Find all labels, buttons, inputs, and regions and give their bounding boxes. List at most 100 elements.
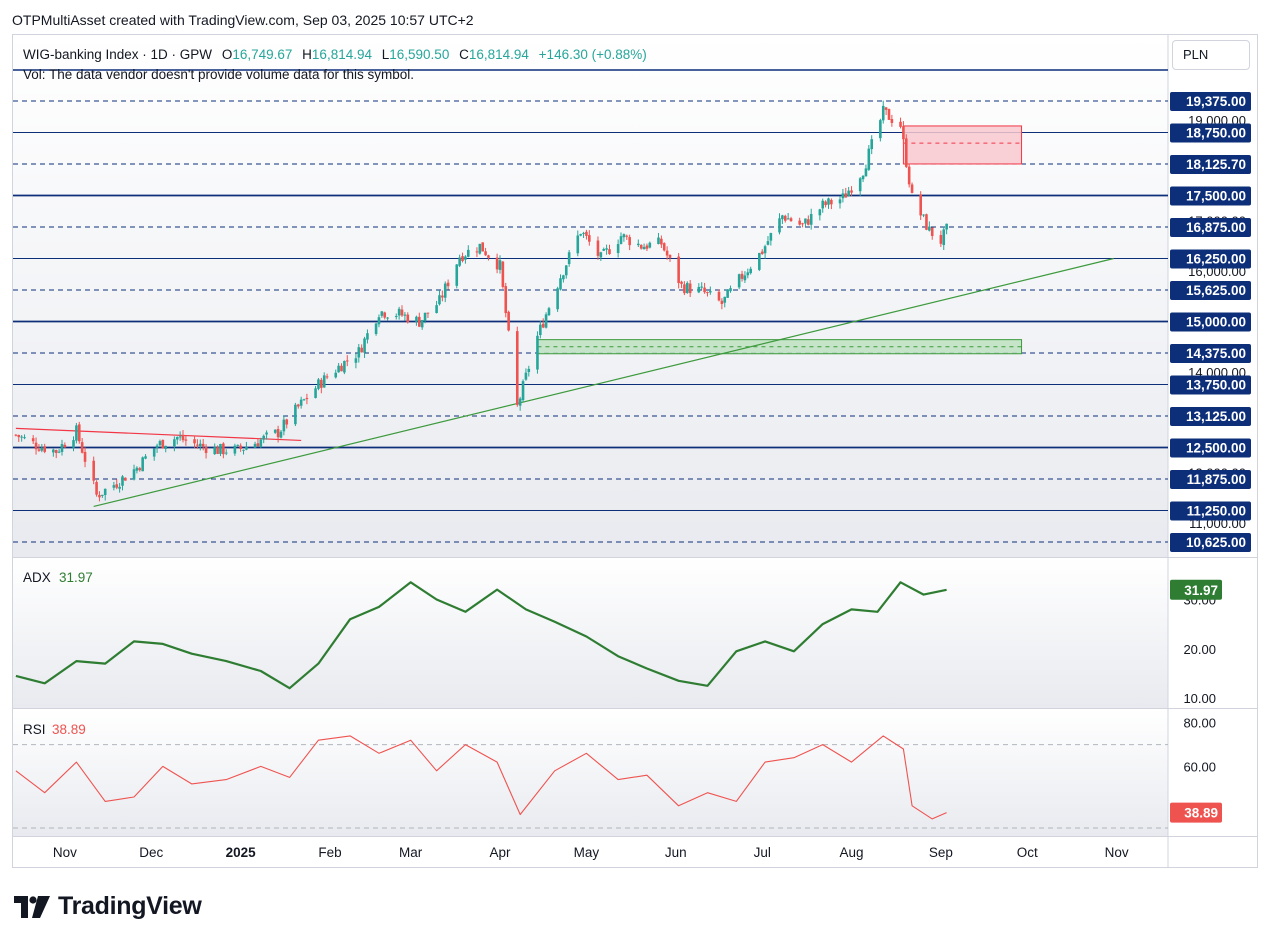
candle-body: [337, 365, 340, 373]
candle-body: [749, 268, 752, 274]
candle-body: [717, 291, 721, 301]
candle-body: [706, 292, 709, 294]
adx-title: ADX: [23, 570, 51, 585]
candle-body: [57, 451, 61, 453]
candle-body: [582, 232, 585, 234]
candle-body: [101, 494, 104, 496]
time-tick-label: Nov: [53, 845, 77, 860]
candle-body: [498, 260, 502, 270]
candle-body: [199, 443, 202, 447]
candle-body: [75, 425, 78, 441]
candle-body: [697, 286, 701, 293]
candle-body: [685, 282, 689, 293]
candle-body: [37, 449, 41, 451]
rsi-tick-label: 80.00: [1183, 716, 1216, 731]
candle-body: [723, 296, 727, 303]
candle-body: [118, 486, 121, 489]
adx-value-label: 31.97: [1184, 583, 1218, 598]
candle-body: [824, 201, 827, 206]
candle-body: [475, 251, 479, 253]
candle-body: [677, 256, 680, 284]
rsi-value-box: [1170, 802, 1222, 823]
candle-body: [547, 308, 551, 316]
candle-body: [43, 446, 46, 452]
level-label-text: 13,750.00: [1186, 378, 1246, 393]
candle-body: [867, 148, 871, 170]
candle-body: [343, 360, 346, 373]
candle-body: [152, 448, 156, 457]
candle-body: [628, 237, 631, 246]
candle-body: [423, 312, 427, 321]
time-tick-label: Dec: [139, 845, 163, 860]
candle-body: [539, 324, 542, 336]
candle-body: [919, 194, 922, 216]
candle-body: [164, 445, 168, 449]
trendlines: [15, 257, 1114, 508]
currency-button[interactable]: PLN: [1172, 40, 1250, 70]
candle-body: [562, 275, 565, 280]
candle-body: [942, 229, 946, 246]
candle-body: [224, 452, 228, 454]
level-label-text: 15,625.00: [1186, 283, 1246, 298]
candle-body: [52, 449, 55, 453]
candle-body: [60, 444, 64, 452]
candle-body: [233, 445, 237, 454]
candle-body: [201, 443, 205, 447]
candle-body: [616, 244, 620, 254]
candle-body: [406, 314, 410, 323]
level-label-box: [1170, 281, 1251, 300]
tradingview-logo[interactable]: TradingView: [14, 892, 202, 921]
candle-body: [639, 244, 643, 249]
level-label-box: [1170, 249, 1251, 269]
candle-body: [193, 439, 196, 444]
candle-body: [899, 121, 902, 127]
rsi-value-label: 38.89: [1184, 806, 1218, 821]
candle-body: [841, 193, 845, 199]
level-label-box: [1170, 407, 1251, 426]
candle-body: [438, 295, 441, 305]
candle-body: [366, 333, 369, 340]
zones: [536, 125, 1023, 355]
zone-rect: [902, 125, 1023, 165]
legend-change: +146.30 (+0.88%): [539, 47, 647, 62]
candle-body: [98, 494, 101, 498]
level-label-text: 11,875.00: [1187, 472, 1246, 487]
level-label-box: [1170, 438, 1251, 458]
candle-body: [175, 437, 179, 440]
candle-body: [363, 338, 366, 353]
level-label-text: 12,500.00: [1186, 441, 1246, 456]
candle-body: [541, 323, 545, 328]
rsi-title: RSI: [23, 722, 46, 737]
candle-body: [322, 375, 326, 388]
candle-body: [72, 440, 75, 448]
legend-line: WIG-banking Index · 1D · GPW O16,749.67 …: [23, 47, 647, 62]
candle-body: [397, 308, 401, 316]
candle-body: [54, 450, 58, 453]
candle-body: [922, 214, 925, 216]
candle-body: [642, 246, 646, 250]
candle-body: [928, 226, 931, 231]
rsi-tick-label: 60.00: [1183, 759, 1216, 774]
candle-body: [524, 372, 528, 380]
candle-body: [138, 468, 142, 471]
candle-body: [63, 444, 67, 448]
candle-body: [556, 288, 559, 310]
candle-body: [608, 249, 611, 255]
candle-body: [746, 272, 750, 276]
candle-body: [242, 449, 245, 451]
candle-body: [80, 442, 84, 453]
adx-pane-background: [13, 558, 1168, 708]
candle-body: [890, 119, 894, 123]
candle-body: [461, 256, 464, 262]
candle-body: [296, 404, 300, 407]
time-tick-label: Aug: [840, 845, 864, 860]
candle-body: [504, 286, 508, 314]
level-label-box: [1170, 123, 1251, 143]
candle-body: [213, 447, 217, 455]
level-label-text: 16,250.00: [1186, 252, 1246, 267]
level-label-text: 14,375.00: [1186, 346, 1246, 361]
candle-body: [596, 240, 600, 256]
candle-body: [394, 316, 398, 318]
candle-body: [781, 215, 784, 220]
